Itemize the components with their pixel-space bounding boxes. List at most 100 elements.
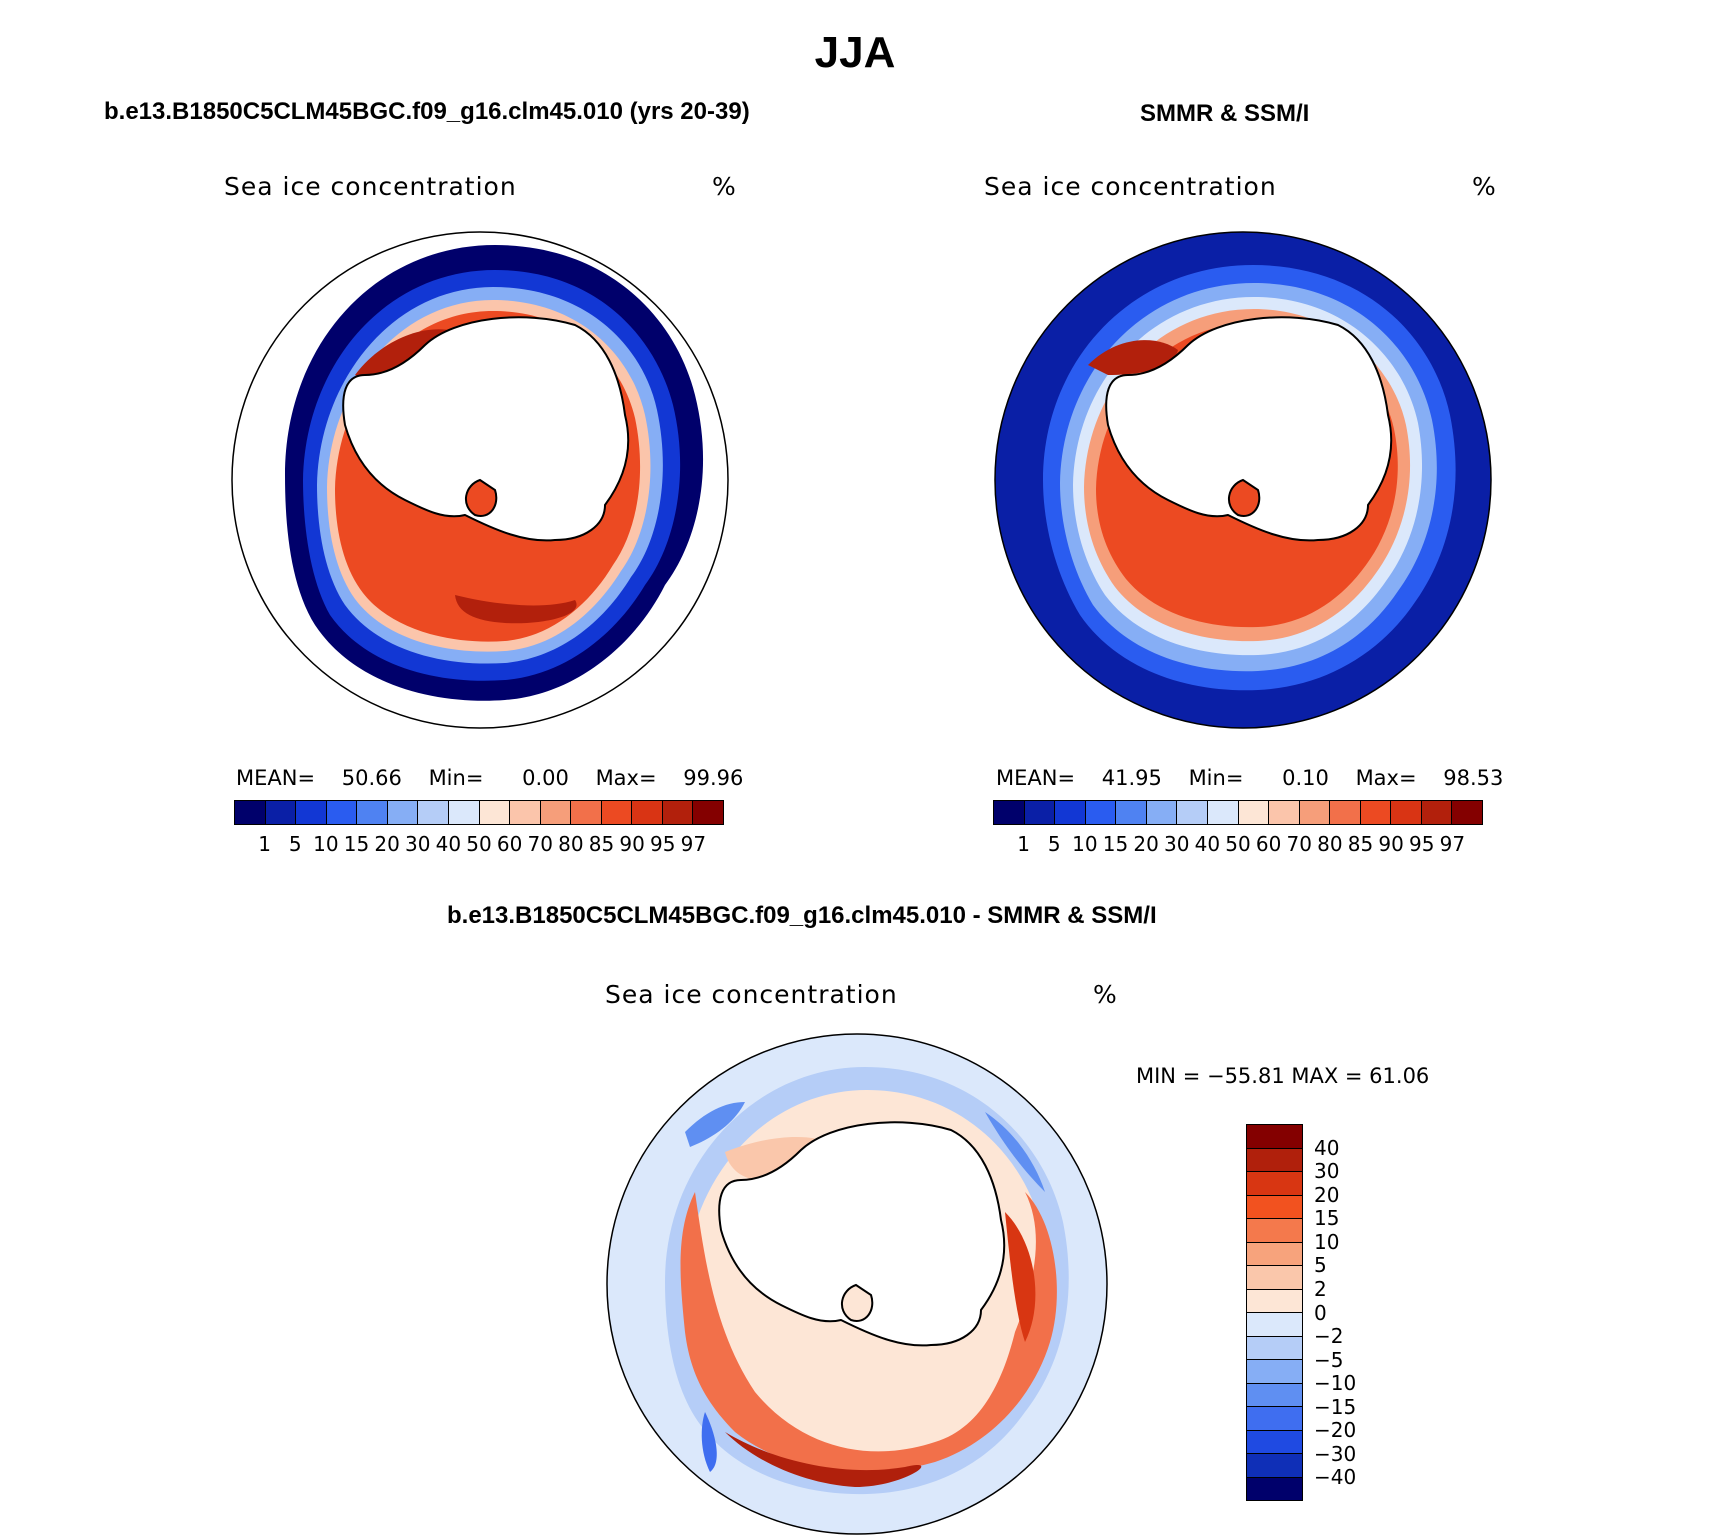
- obs-colorbar-swatch-10: [1299, 801, 1331, 824]
- obs-colorbar-tick-label: 95: [1409, 832, 1435, 856]
- obs-colorbar-tick-label: 20: [1133, 832, 1159, 856]
- diff-colorbar-tick-label: −20: [1314, 1418, 1357, 1443]
- diff-colorbar-tick-label: 30: [1314, 1159, 1340, 1184]
- model-max-label: Max=: [595, 766, 657, 790]
- model-case-title: b.e13.B1850C5CLM45BGC.f09_g16.clm45.010 …: [104, 98, 750, 125]
- obs-colorbar-tick-label: 70: [1286, 832, 1312, 856]
- obs-polar-map: [994, 231, 1492, 729]
- diff-colorbar-tick-label: −15: [1314, 1394, 1357, 1419]
- obs-colorbar-swatch-0: [994, 801, 1025, 824]
- diff-colorbar-tick-label: −10: [1314, 1371, 1357, 1396]
- model-max-value: 99.96: [683, 766, 744, 790]
- obs-mean-label: MEAN=: [996, 766, 1076, 790]
- diff-minmax: MIN = −55.81 MAX = 61.06: [1136, 1064, 1430, 1088]
- figure-title: JJA: [814, 28, 896, 77]
- diff-colorbar-tick-label: 0: [1314, 1300, 1327, 1325]
- diff-colorbar-swatch-5: [1247, 1242, 1302, 1266]
- obs-colorbar-swatch-15: [1452, 801, 1482, 824]
- model-colorbar-swatch-12: [601, 801, 633, 824]
- diff-colorbar-tick-label: 5: [1314, 1253, 1327, 1278]
- obs-colorbar-swatch-6: [1177, 801, 1208, 824]
- model-colorbar-tick-label: 97: [680, 832, 707, 856]
- model-colorbar-swatch-9: [510, 801, 541, 824]
- model-colorbar-tick-label: 80: [558, 832, 584, 856]
- model-colorbar-tick-label: 15: [343, 832, 370, 856]
- diff-colorbar-tick-label: 15: [1314, 1206, 1340, 1231]
- model-colorbar-tick-label: 85: [588, 832, 615, 856]
- obs-colorbar-swatch-4: [1116, 801, 1147, 824]
- obs-colorbar-tick-label: 5: [1047, 832, 1061, 856]
- model-min-value: 0.00: [522, 766, 569, 790]
- diff-colorbar-swatch-10: [1247, 1360, 1302, 1384]
- model-stats: MEAN= 50.66 Min= 0.00 Max= 99.96: [236, 766, 743, 790]
- obs-colorbar-swatch-3: [1085, 801, 1117, 824]
- model-colorbar-tick-label: 95: [650, 832, 676, 856]
- diff-colorbar-tick-label: −2: [1314, 1324, 1344, 1349]
- model-colorbar-tick-label: 1: [258, 832, 271, 856]
- obs-colorbar-swatch-13: [1391, 801, 1422, 824]
- model-panel-title: Sea ice concentration: [224, 172, 517, 201]
- diff-colorbar-swatch-11: [1247, 1383, 1302, 1407]
- model-polar-map: [231, 231, 729, 729]
- model-colorbar-swatch-0: [235, 801, 266, 824]
- obs-colorbar-tick-label: 90: [1378, 832, 1404, 856]
- diff-colorbar-swatch-6: [1247, 1266, 1302, 1290]
- diff-colorbar-tick-label: −30: [1314, 1441, 1357, 1466]
- model-colorbar-swatch-3: [326, 801, 358, 824]
- model-colorbar-swatch-6: [418, 801, 449, 824]
- obs-panel-units: %: [1472, 172, 1496, 201]
- obs-colorbar-tick-label: 40: [1194, 832, 1221, 856]
- diff-colorbar-swatch-3: [1247, 1195, 1302, 1219]
- obs-colorbar-swatch-8: [1238, 801, 1270, 824]
- obs-colorbar-swatch-11: [1330, 801, 1361, 824]
- diff-colorbar-swatch-2: [1247, 1172, 1302, 1196]
- model-colorbar-tick-label: 60: [496, 832, 523, 856]
- diff-polar-map: [606, 1033, 1108, 1535]
- obs-colorbar: [993, 800, 1483, 825]
- model-colorbar-swatch-8: [479, 801, 511, 824]
- obs-colorbar-tick-label: 85: [1347, 832, 1374, 856]
- model-colorbar-tick-label: 50: [466, 832, 492, 856]
- obs-case-title: SMMR & SSM/I: [1140, 100, 1310, 127]
- diff-colorbar-swatch-0: [1247, 1125, 1302, 1149]
- model-colorbar-swatch-4: [357, 801, 388, 824]
- obs-colorbar-tick-label: 10: [1072, 832, 1098, 856]
- model-panel-units: %: [712, 172, 736, 201]
- obs-stats: MEAN= 41.95 Min= 0.10 Max= 98.53: [996, 766, 1503, 790]
- diff-panel-title: Sea ice concentration: [605, 980, 898, 1009]
- obs-colorbar-swatch-7: [1207, 801, 1239, 824]
- model-colorbar-swatch-1: [265, 801, 297, 824]
- model-colorbar-swatch-10: [540, 801, 572, 824]
- diff-colorbar-swatch-12: [1247, 1407, 1302, 1431]
- model-mean-value: 50.66: [341, 766, 402, 790]
- obs-max-label: Max=: [1355, 766, 1417, 790]
- model-colorbar-swatch-5: [387, 801, 419, 824]
- obs-min-label: Min=: [1188, 766, 1244, 790]
- obs-colorbar-tick-label: 80: [1317, 832, 1343, 856]
- diff-colorbar-tick-label: 2: [1314, 1276, 1327, 1301]
- diff-colorbar-swatch-1: [1247, 1148, 1302, 1172]
- model-colorbar-swatch-2: [296, 801, 327, 824]
- model-colorbar: [234, 800, 724, 825]
- diff-colorbar-swatch-15: [1247, 1477, 1302, 1500]
- model-colorbar-swatch-14: [662, 801, 694, 824]
- obs-min-value: 0.10: [1282, 766, 1329, 790]
- obs-colorbar-swatch-5: [1146, 801, 1178, 824]
- diff-colorbar-swatch-9: [1247, 1336, 1302, 1360]
- obs-colorbar-swatch-1: [1024, 801, 1056, 824]
- diff-colorbar-tick-label: 40: [1314, 1135, 1340, 1160]
- diff-colorbar-tick-label: 10: [1314, 1229, 1340, 1254]
- diff-colorbar-labels: 40 30 20 15 10 5 2 0 −2 −5 −10 −15 −20 −30 −40: [1314, 1124, 1414, 1501]
- diff-colorbar-tick-label: 20: [1314, 1182, 1340, 1207]
- obs-colorbar-tick-label: 15: [1102, 832, 1129, 856]
- model-colorbar-swatch-11: [571, 801, 602, 824]
- obs-colorbar-labels: 1 5 10 15 20 30 40 50 60 70 80 85 90 95 97: [993, 832, 1483, 860]
- obs-colorbar-swatch-9: [1269, 801, 1300, 824]
- model-colorbar-tick-label: 90: [619, 832, 645, 856]
- model-colorbar-tick-label: 70: [527, 832, 553, 856]
- model-colorbar-swatch-15: [693, 801, 723, 824]
- diff-colorbar-swatch-7: [1247, 1289, 1302, 1313]
- model-colorbar-tick-label: 20: [374, 832, 400, 856]
- model-colorbar-labels: 1 5 10 15 20 30 40 50 60 70 80 85 90 95 97: [234, 832, 724, 860]
- obs-mean-value: 41.95: [1101, 766, 1162, 790]
